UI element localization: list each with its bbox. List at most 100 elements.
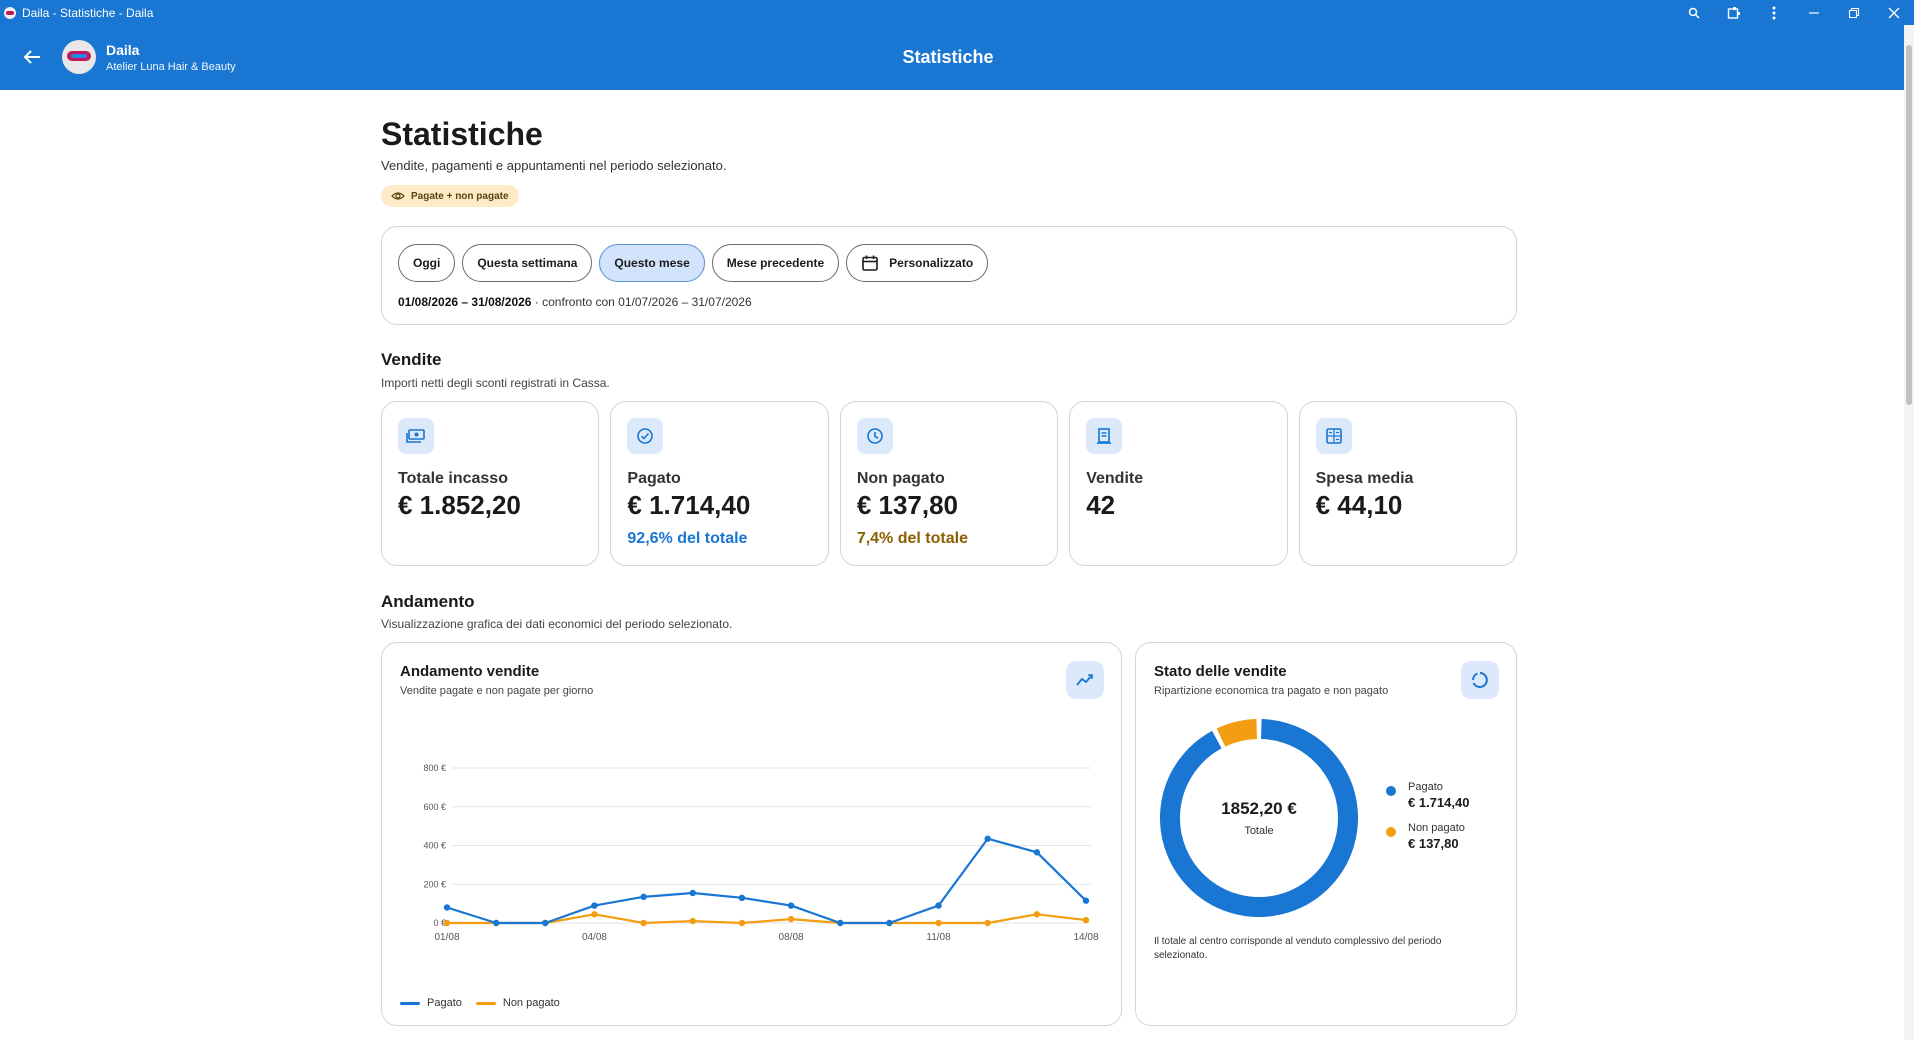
sales-trend-card: Andamento vendite Vendite pagate e non p…: [381, 642, 1122, 1026]
sales-line-chart: 0 € 200 € 400 € 600 € 800 € 01/08 04/08 08/08 11…: [423, 763, 1098, 943]
y-tick-label: 800 €: [423, 763, 446, 773]
period-this-week-label: Questa settimana: [477, 256, 578, 270]
data-point: [1033, 911, 1041, 918]
x-tick-label: 08/08: [779, 932, 804, 943]
scrollbar-thumb[interactable]: [1906, 45, 1912, 405]
data-point: [640, 893, 647, 901]
window-title: Daila - Statistiche - Daila: [22, 5, 154, 20]
minimize-icon[interactable]: [1794, 0, 1834, 25]
y-tick-label: 0 €: [433, 918, 446, 928]
kpi-value: € 1.852,20: [398, 490, 521, 520]
period-compare: · confronto con 01/07/2026 – 31/07/2026: [531, 295, 752, 309]
legend-label: Non pagato: [502, 997, 560, 1009]
y-tick-label: 400 €: [423, 841, 446, 851]
donut-total-value: 1852,20 €: [1221, 799, 1297, 818]
x-tick-label: 04/08: [582, 932, 607, 943]
period-selector: Oggi Questa settimana Questo mese Mese p…: [381, 226, 1517, 325]
legend-label: Pagato: [427, 997, 462, 1009]
donut-note: Il totale al centro corrisponde al vendu…: [1154, 936, 1442, 961]
period-today-button[interactable]: Oggi: [398, 244, 456, 282]
period-previous-month-button[interactable]: Mese precedente: [711, 244, 840, 282]
period-buttons: Oggi Questa settimana Questo mese Mese p…: [398, 244, 989, 282]
period-custom-button[interactable]: Personalizzato: [846, 244, 989, 282]
data-point: [689, 889, 696, 897]
legend-name: Pagato: [1408, 781, 1443, 793]
kpi-card-average-spend[interactable]: Spesa media € 44,10: [1298, 401, 1518, 566]
salon-name: Atelier Luna Hair & Beauty: [106, 61, 236, 73]
window-controls: [1674, 0, 1914, 25]
user-name: Daila: [106, 42, 140, 58]
view-filter-label: Pagate + non pagate: [411, 190, 509, 202]
data-point: [837, 919, 844, 927]
donut-slice-paid: [1160, 719, 1358, 917]
data-point: [542, 919, 549, 927]
app-logo-icon: [4, 6, 16, 19]
data-point: [984, 835, 991, 842]
donut-legend-paid: Pagato € 1.714,40: [1386, 781, 1506, 810]
data-point: [984, 919, 991, 927]
period-today-label: Oggi: [413, 256, 441, 270]
sales-section-title: Vendite: [381, 350, 442, 369]
kpi-note: 7,4% del totale: [856, 530, 968, 547]
appbar-title: Statistiche: [902, 47, 994, 67]
x-tick-label: 01/08: [434, 932, 459, 943]
period-this-month-label: Questo mese: [614, 256, 690, 270]
donut-legend-unpaid: Non pagato € 137,80: [1386, 822, 1506, 851]
kpi-card-total[interactable]: Totale incasso € 1.852,20: [381, 401, 600, 566]
sales-status-donut: [1160, 719, 1358, 917]
donut-total-label: Totale: [1244, 825, 1274, 837]
data-point: [738, 919, 746, 927]
status-chart-subtitle: Ripartizione economica tra pagato e non …: [1154, 685, 1389, 697]
period-this-week-button[interactable]: Questa settimana: [462, 244, 593, 282]
sales-section-subtitle: Importi netti degli sconti registrati in…: [381, 376, 610, 390]
series-line-unpaid: [447, 913, 1087, 925]
page-title: Statistiche: [381, 116, 543, 152]
kpi-value: € 44,10: [1315, 490, 1403, 520]
zoom-icon[interactable]: [1674, 0, 1714, 25]
avatar[interactable]: [62, 40, 96, 74]
more-vert-icon[interactable]: [1754, 0, 1794, 25]
close-window-icon[interactable]: [1874, 0, 1914, 25]
x-tick-label: 11/08: [926, 932, 951, 943]
kpi-card-sales-count[interactable]: Vendite 42: [1069, 401, 1288, 566]
kpi-value: 42: [1086, 490, 1116, 520]
vertical-scrollbar[interactable]: [1904, 25, 1914, 1040]
status-chart-title: Stato delle vendite: [1154, 663, 1287, 680]
data-point: [640, 919, 647, 927]
donut-slice-unpaid: [1216, 719, 1258, 747]
kpi-card-unpaid[interactable]: Non pagato € 137,80 7,4% del totale: [839, 401, 1059, 566]
kpi-card-paid[interactable]: Pagato € 1.714,40 92,6% del totale: [610, 401, 829, 566]
period-this-month-button[interactable]: Questo mese: [599, 244, 705, 282]
data-point: [591, 902, 598, 909]
calculator-icon: [1315, 418, 1352, 454]
check-circle-icon: [627, 418, 664, 454]
data-point: [1033, 849, 1041, 856]
restore-icon[interactable]: [1834, 0, 1874, 25]
kpi-value: € 137,80: [856, 490, 959, 520]
legend-value: € 137,80: [1408, 836, 1459, 851]
donut-chart-icon[interactable]: [1461, 661, 1499, 699]
back-arrow-icon[interactable]: [18, 43, 46, 71]
kpi-row: Totale incasso € 1.852,20 Pagato € 1.714…: [381, 401, 1518, 566]
sales-chart-title: Andamento vendite: [400, 663, 540, 680]
data-point: [787, 915, 795, 923]
y-tick-label: 200 €: [423, 879, 446, 889]
data-point: [492, 919, 500, 927]
trending-up-icon[interactable]: [1066, 661, 1104, 699]
x-tick-label: 14/08: [1073, 932, 1098, 943]
legend-swatch: [400, 1001, 420, 1005]
legend-item-paid: Pagato: [400, 997, 462, 1009]
period-range: 01/08/2026 – 31/08/2026: [398, 295, 532, 309]
kpi-label: Non pagato: [856, 470, 945, 487]
kpi-note: 92,6% del totale: [627, 530, 748, 547]
series-line-paid: [446, 837, 1087, 925]
view-filter-chip[interactable]: Pagate + non pagate: [381, 185, 519, 207]
extensions-icon[interactable]: [1714, 0, 1754, 25]
data-point: [935, 902, 942, 909]
legend-value: € 1.714,40: [1408, 795, 1470, 810]
y-tick-label: 600 €: [423, 802, 446, 812]
data-point: [738, 894, 746, 902]
data-point: [1082, 897, 1090, 904]
period-previous-month-label: Mese precedente: [726, 256, 825, 270]
data-point: [443, 904, 451, 911]
